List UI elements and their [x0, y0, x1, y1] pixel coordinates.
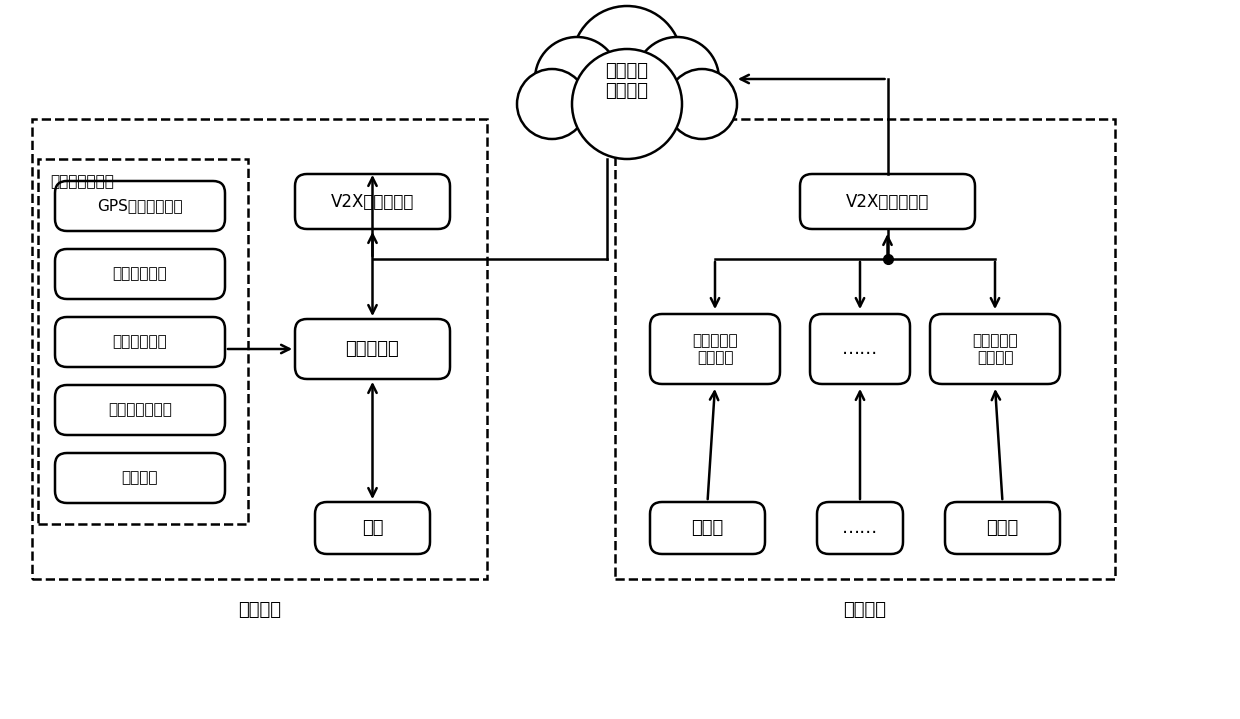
Text: 信号灯数据
采集模块: 信号灯数据 采集模块 — [972, 333, 1018, 365]
FancyBboxPatch shape — [817, 502, 903, 554]
FancyBboxPatch shape — [315, 502, 430, 554]
Text: ……: …… — [842, 519, 878, 537]
Circle shape — [534, 37, 619, 121]
Text: 毫米波雷达模块: 毫米波雷达模块 — [108, 403, 172, 418]
Text: 车辆: 车辆 — [362, 519, 383, 537]
FancyBboxPatch shape — [55, 249, 224, 299]
FancyBboxPatch shape — [810, 314, 910, 384]
Text: V2X通信路侧端: V2X通信路侧端 — [846, 193, 929, 211]
Text: 激光雷达模块: 激光雷达模块 — [113, 334, 167, 349]
FancyBboxPatch shape — [650, 314, 780, 384]
FancyBboxPatch shape — [55, 181, 224, 231]
Circle shape — [572, 6, 682, 116]
Circle shape — [667, 69, 737, 139]
Bar — [615, 119, 1115, 579]
FancyBboxPatch shape — [55, 385, 224, 435]
Text: 云端数据
通信平台: 云端数据 通信平台 — [605, 62, 649, 101]
Circle shape — [572, 49, 682, 159]
FancyBboxPatch shape — [945, 502, 1060, 554]
Text: 车载系统: 车载系统 — [238, 601, 281, 619]
Bar — [32, 119, 487, 579]
Text: 视觉感知模块: 视觉感知模块 — [113, 267, 167, 282]
Circle shape — [517, 69, 587, 139]
Text: 其它传感器模块: 其它传感器模块 — [50, 174, 114, 189]
FancyBboxPatch shape — [800, 174, 975, 229]
Text: 信号灯: 信号灯 — [692, 519, 724, 537]
Bar — [38, 159, 248, 524]
FancyBboxPatch shape — [55, 453, 224, 503]
Text: GPS高精定位模块: GPS高精定位模块 — [97, 198, 182, 214]
Text: 路侧系统: 路侧系统 — [843, 601, 887, 619]
Text: 信号灯: 信号灯 — [986, 519, 1018, 537]
FancyBboxPatch shape — [295, 319, 450, 379]
Text: 车载控制器: 车载控制器 — [346, 340, 399, 358]
FancyBboxPatch shape — [55, 317, 224, 367]
Text: V2X通信车载端: V2X通信车载端 — [331, 193, 414, 211]
Circle shape — [635, 37, 719, 121]
Text: ……: …… — [842, 340, 878, 358]
FancyBboxPatch shape — [650, 502, 765, 554]
FancyBboxPatch shape — [930, 314, 1060, 384]
FancyBboxPatch shape — [295, 174, 450, 229]
Text: 信号灯数据
采集模块: 信号灯数据 采集模块 — [692, 333, 738, 365]
Text: 其它模块: 其它模块 — [122, 470, 159, 485]
